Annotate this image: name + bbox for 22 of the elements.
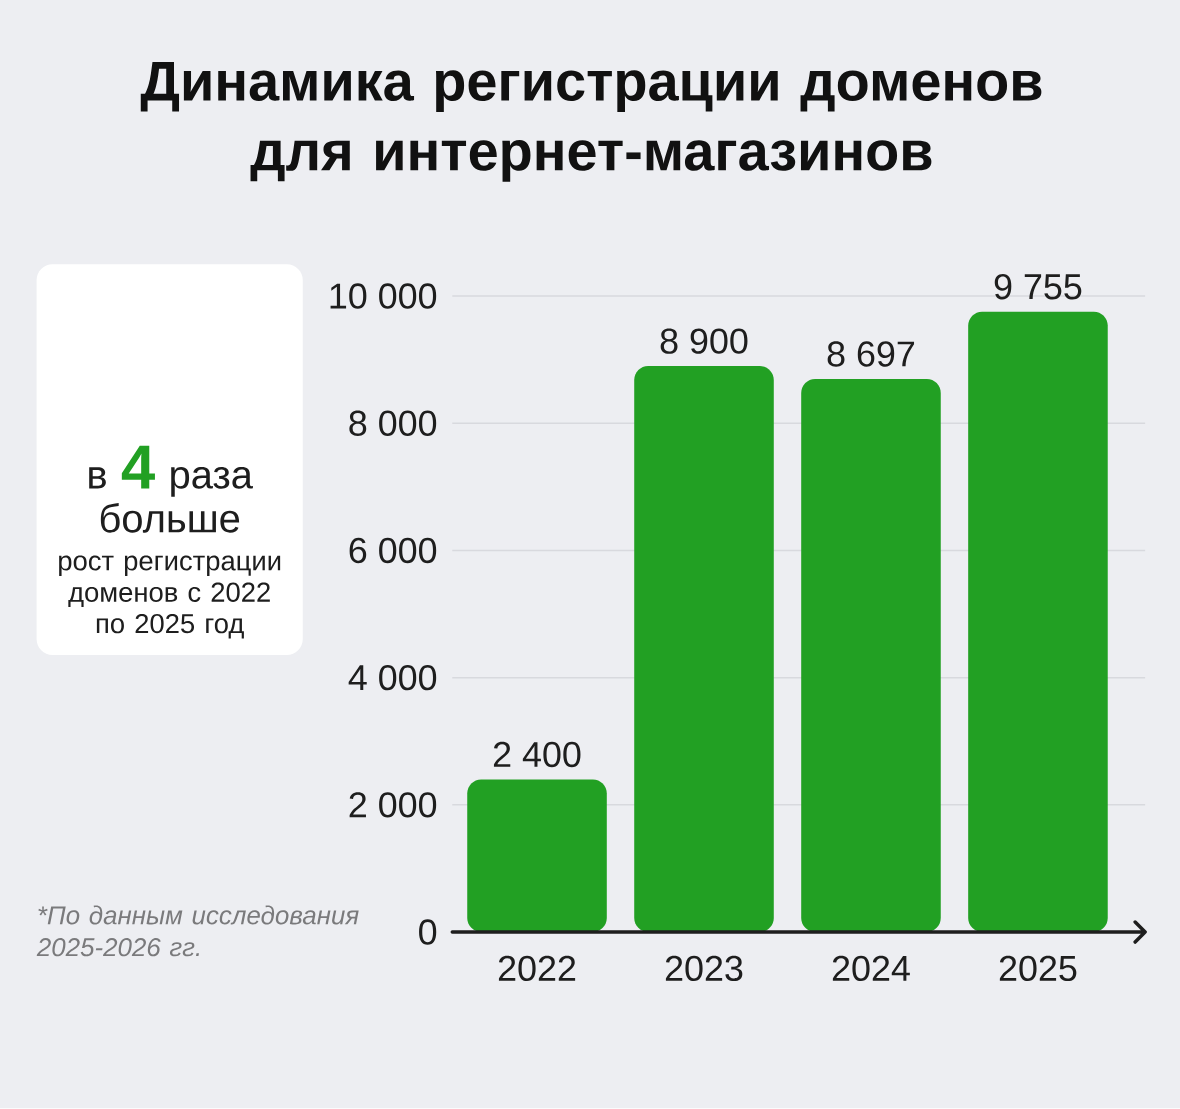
text: *По данным исследования 2025-2026 гг. [36, 905, 359, 957]
bar [467, 779, 607, 933]
x-tick-label: 2024 [832, 955, 910, 982]
data-label: 8 697 [827, 341, 915, 367]
x-tick-label: 2025 [999, 955, 1077, 982]
y-tick-label: 2 000 [349, 792, 437, 818]
y-tick-label: 10 000 [330, 283, 437, 309]
y-tick-label: 8 000 [349, 410, 437, 437]
data-label: 9 755 [994, 274, 1082, 300]
x-tick-label: 2022 [498, 955, 576, 982]
x-tick-label: 2023 [665, 955, 743, 982]
y-tick-label: 0 [419, 919, 437, 946]
bar [968, 311, 1108, 933]
y-tick-label: 4 000 [348, 665, 437, 691]
text: в 4 раза больше [89, 446, 253, 533]
y-tick-label: 6 000 [349, 537, 437, 564]
bar [634, 366, 774, 933]
text: рост регистрации доменов с 2022 по 2025 год [59, 555, 281, 639]
bar [801, 379, 941, 933]
data-label: 2 400 [493, 742, 581, 768]
data-label: 8 900 [660, 328, 748, 355]
chart-title: Динамика регистрации доменов для интернет-магазинов [140, 62, 1042, 183]
